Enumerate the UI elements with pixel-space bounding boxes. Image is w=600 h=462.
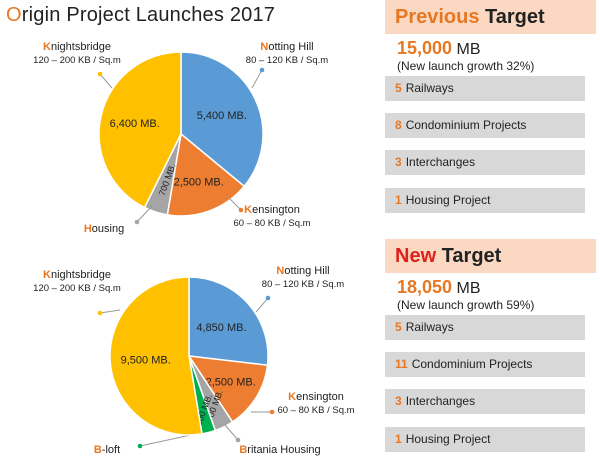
callout-dot: [265, 295, 271, 301]
callout-dot: [137, 443, 143, 449]
callout-dot: [259, 67, 265, 73]
item-label: Condominium Projects: [411, 357, 533, 371]
item-label: Housing Project: [405, 193, 491, 207]
callout-line: [255, 297, 269, 313]
pie-slice: [166, 132, 246, 217]
callout-line: [251, 69, 263, 89]
callout-name: Knightsbridge: [43, 269, 111, 281]
callout-line: [99, 73, 113, 89]
callout-price: 120 – 200 KB / Sq.m: [33, 55, 121, 66]
pie-slice: [187, 355, 269, 423]
callout-name: Notting Hill: [260, 41, 313, 53]
callout-line: [99, 309, 121, 314]
previous-item-railways: 5 Railways: [385, 76, 585, 101]
new-item-railways: 5 Railways: [385, 315, 585, 340]
item-label: Railways: [405, 81, 454, 95]
new-item-interchanges: 3 Interchanges: [385, 389, 585, 414]
callout-name: Notting Hill: [276, 265, 329, 277]
new-heading-highlight: New: [395, 245, 437, 267]
callout-price: 60 – 80 KB / Sq.m: [277, 405, 354, 416]
item-label: Railways: [405, 320, 454, 334]
item-count: 5: [395, 81, 402, 95]
previous-heading-highlight: Previous: [395, 6, 480, 28]
callout-name: Kensington: [244, 204, 300, 216]
callout-name: Kensington: [288, 391, 344, 403]
pie-slice: [188, 276, 269, 367]
callout-price: 120 – 200 KB / Sq.m: [33, 283, 121, 294]
new-target-panel: New Target 18,050 MB (New launch growth …: [385, 239, 596, 459]
item-count: 5: [395, 320, 402, 334]
new-heading-rest: Target: [436, 245, 502, 267]
previous-amount: 15,000 MB: [385, 38, 596, 59]
item-count: 11: [395, 357, 408, 371]
pie-chart-2017-new: 4,850 MB. Notting Hill 80 – 120 KB / Sq.m 2…: [33, 265, 354, 456]
callout-price: 80 – 120 KB / Sq.m: [262, 279, 344, 290]
new-growth: (New launch growth 59%): [397, 298, 535, 312]
previous-growth: (New launch growth 32%): [397, 59, 535, 73]
callout-line: [224, 424, 239, 441]
item-count: 8: [395, 118, 402, 132]
previous-target-heading: Previous Target: [385, 0, 596, 34]
slice-value-label: 5,400 MB.: [197, 110, 247, 122]
slice-value-label: 6,400 MB.: [110, 118, 160, 130]
previous-item-housing: 1 Housing Project: [385, 188, 585, 213]
callout-line: [226, 195, 242, 211]
callout-name: Britania Housing: [239, 444, 320, 456]
pie-charts: 5,400 MB. Notting Hill 80 – 120 KB / Sq.m 2…: [33, 41, 354, 456]
new-amount-unit: MB: [452, 280, 481, 297]
previous-heading-rest: Target: [479, 6, 545, 28]
item-count: 3: [395, 155, 402, 169]
pie-slice: [180, 51, 264, 188]
callout-dot: [238, 207, 244, 213]
item-label: Interchanges: [405, 394, 476, 408]
slice-value-label: 2,500 MB.: [174, 177, 224, 189]
new-amount: 18,050 MB: [385, 277, 596, 298]
slice-value-label: 9,500 MB.: [121, 355, 171, 367]
title-rest: rigin Project Launches 2017: [21, 4, 276, 26]
pie-chart-2017-previous: 5,400 MB. Notting Hill 80 – 120 KB / Sq.m 2…: [33, 41, 328, 235]
slice-value-label: 4,850 MB.: [196, 322, 246, 334]
previous-target-panel: Previous Target 15,000 MB (New launch gr…: [385, 0, 596, 220]
item-label: Housing Project: [405, 432, 491, 446]
item-count: 3: [395, 394, 402, 408]
pie-slice: [109, 276, 203, 436]
callout-name: Knightsbridge: [43, 41, 111, 53]
previous-item-condominium: 8 Condominium Projects: [385, 113, 585, 138]
new-amount-value: 18,050: [397, 277, 453, 297]
item-count: 1: [395, 432, 402, 446]
callout-dot: [97, 310, 103, 316]
callout-dot: [97, 71, 103, 77]
callout-line: [136, 205, 153, 223]
pie-slice: [98, 51, 182, 209]
previous-amount-unit: MB: [452, 41, 481, 58]
new-target-heading: New Target: [385, 239, 596, 273]
item-label: Condominium Projects: [405, 118, 527, 132]
new-item-housing: 1 Housing Project: [385, 427, 585, 452]
item-count: 1: [395, 193, 402, 207]
callout-name: Housing: [84, 223, 124, 235]
previous-item-interchanges: 3 Interchanges: [385, 150, 585, 175]
callout-dot: [134, 219, 140, 225]
item-label: Interchanges: [405, 155, 476, 169]
callout-name: B-loft: [94, 444, 120, 456]
callout-dot: [269, 409, 275, 415]
page-title: Origin Project Launches 2017: [6, 4, 275, 27]
new-item-condominium: 11 Condominium Projects: [385, 352, 585, 377]
callout-dot: [235, 437, 241, 443]
slice-value-label: 2,500 MB.: [206, 377, 256, 389]
callout-price: 80 – 120 KB / Sq.m: [246, 55, 328, 66]
callout-price: 60 – 80 KB / Sq.m: [233, 218, 310, 229]
previous-amount-value: 15,000: [397, 38, 453, 58]
title-initial: O: [6, 4, 22, 26]
